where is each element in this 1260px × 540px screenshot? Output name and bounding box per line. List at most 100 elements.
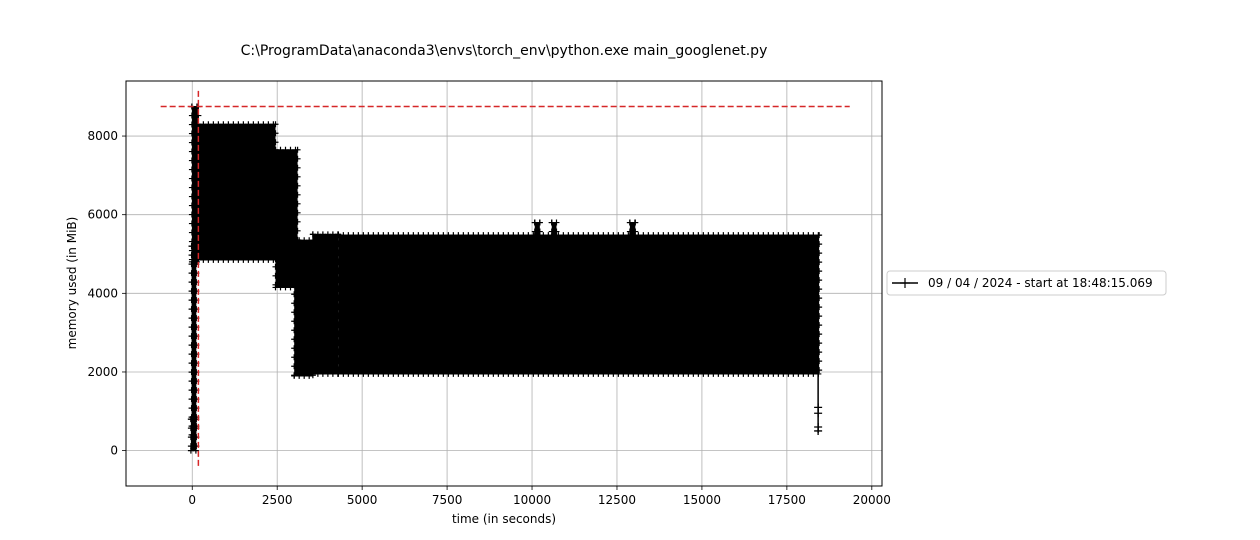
plus-marker	[265, 256, 272, 263]
plus-marker	[335, 286, 342, 293]
plus-marker	[277, 284, 284, 291]
plus-marker	[291, 282, 298, 289]
plus-marker	[814, 423, 823, 432]
plus-marker	[335, 358, 342, 365]
plus-marker	[272, 245, 279, 252]
plus-marker	[815, 232, 822, 239]
plus-marker	[188, 148, 195, 155]
y-tick-label: 4000	[87, 286, 118, 300]
plus-marker	[287, 146, 294, 153]
plus-marker	[294, 173, 301, 180]
plus-marker	[309, 339, 316, 346]
plus-marker	[230, 121, 237, 128]
reference-lines	[160, 90, 850, 468]
plus-marker	[548, 219, 555, 226]
x-tick-label: 17500	[768, 493, 806, 507]
plus-marker	[220, 121, 227, 128]
plus-marker	[816, 277, 823, 284]
plus-marker	[536, 219, 543, 226]
plus-marker	[335, 259, 342, 266]
memory-band	[191, 106, 199, 262]
plus-marker	[277, 146, 284, 153]
axis-ticks: 0 2500 5000 7500 10000 12500 15000 17500 20000 0 2…	[87, 129, 890, 507]
plus-marker	[255, 121, 262, 128]
plus-marker	[335, 295, 342, 302]
plus-marker	[188, 220, 195, 227]
plus-marker	[309, 330, 316, 337]
plus-marker	[245, 121, 252, 128]
plus-marker	[294, 209, 301, 216]
plus-marker	[816, 322, 823, 329]
plus-marker	[272, 191, 279, 198]
x-tick-label: 12500	[598, 493, 636, 507]
plus-marker	[272, 155, 279, 162]
plus-marker	[335, 331, 342, 338]
plus-marker	[272, 164, 279, 171]
plus-marker	[309, 357, 316, 364]
plus-marker	[272, 139, 279, 146]
plus-marker	[260, 256, 267, 263]
plus-marker	[294, 155, 301, 162]
plus-marker	[292, 146, 299, 153]
plus-marker	[816, 331, 823, 338]
plus-marker	[240, 256, 247, 263]
plus-marker	[225, 121, 232, 128]
plus-marker	[188, 211, 195, 218]
plus-marker	[816, 358, 823, 365]
plus-marker	[291, 246, 298, 253]
plus-marker	[272, 236, 279, 243]
plus-marker	[225, 256, 232, 263]
plus-marker	[816, 340, 823, 347]
plus-marker	[272, 146, 279, 153]
plus-marker	[814, 403, 823, 412]
series-memory-trace	[187, 103, 823, 454]
plus-marker	[188, 112, 195, 119]
plus-marker	[187, 447, 194, 454]
x-tick-label: 5000	[347, 493, 378, 507]
plus-marker	[816, 286, 823, 293]
plus-marker	[309, 240, 316, 247]
plus-marker	[188, 175, 195, 182]
memory-band	[275, 149, 298, 288]
plus-marker	[309, 321, 316, 328]
plus-marker	[294, 191, 301, 198]
plus-marker	[188, 431, 195, 438]
x-tick-label: 7500	[432, 493, 463, 507]
plus-marker	[230, 256, 237, 263]
plus-marker	[291, 291, 298, 298]
plus-marker	[200, 256, 207, 263]
plus-marker	[205, 121, 212, 128]
plus-marker	[335, 304, 342, 311]
plus-marker	[816, 268, 823, 275]
plus-marker	[294, 200, 301, 207]
x-tick-label: 10000	[513, 493, 551, 507]
plus-marker	[282, 146, 289, 153]
memory-band	[551, 222, 557, 237]
plus-marker	[272, 272, 279, 279]
plus-marker	[220, 256, 227, 263]
plus-marker	[306, 372, 313, 379]
plus-marker	[192, 447, 199, 454]
plus-marker	[319, 231, 326, 238]
plus-marker	[324, 370, 331, 377]
plus-marker	[553, 228, 560, 235]
legend: 09 / 04 / 2024 - start at 18:48:15.069	[886, 270, 1167, 296]
plus-marker	[335, 313, 342, 320]
plus-marker	[282, 284, 289, 291]
plus-marker	[291, 264, 298, 271]
plus-marker	[272, 284, 279, 291]
y-tick-label: 6000	[87, 208, 118, 222]
plot-series	[187, 103, 823, 454]
plus-marker	[309, 303, 316, 310]
plus-marker	[816, 349, 823, 356]
plus-marker	[272, 182, 279, 189]
plus-marker	[335, 250, 342, 257]
plus-marker	[335, 349, 342, 356]
plus-marker	[309, 294, 316, 301]
plus-marker	[235, 256, 242, 263]
plus-marker	[291, 327, 298, 334]
plus-marker	[291, 255, 298, 262]
plus-marker	[188, 121, 195, 128]
plus-marker	[200, 121, 207, 128]
